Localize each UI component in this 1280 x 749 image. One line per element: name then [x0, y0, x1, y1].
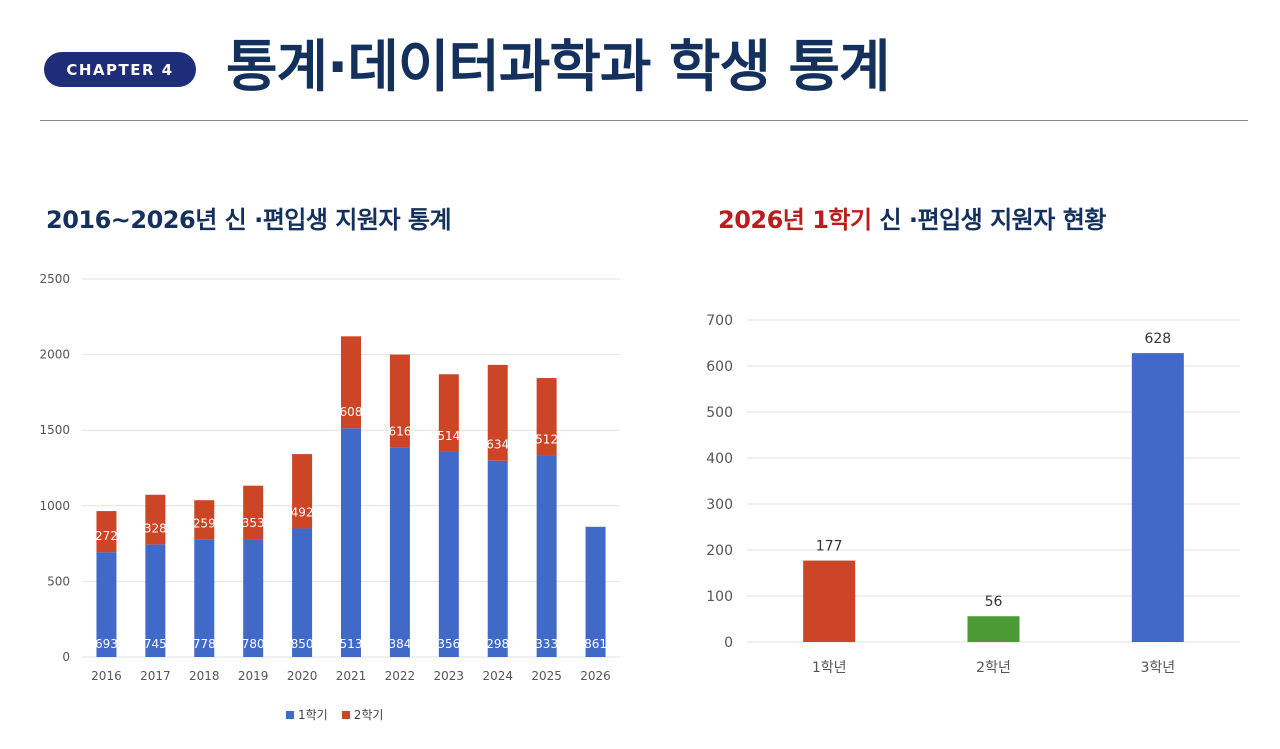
y-tick-label: 0 — [724, 635, 733, 651]
bar-first-semester — [341, 428, 361, 657]
data-label-second-semester: 353 — [242, 516, 265, 530]
data-label-first-semester: 384 — [388, 637, 411, 651]
header-divider — [40, 120, 1248, 121]
bar-grade — [803, 560, 856, 642]
legend-label-first-semester: 1학기 — [298, 708, 328, 722]
data-label-second-semester: 272 — [95, 529, 118, 543]
data-label-first-semester: 298 — [486, 637, 509, 651]
x-tick-label: 2025 — [531, 669, 562, 683]
y-tick-label: 300 — [706, 497, 733, 513]
x-tick-label: 2017 — [140, 669, 171, 683]
bar-second-semester — [292, 454, 313, 529]
x-tick-label: 3학년 — [1140, 660, 1175, 676]
data-label-first-semester: 778 — [193, 637, 216, 651]
y-tick-label: 100 — [706, 589, 733, 605]
data-label-second-semester: 492 — [291, 505, 314, 519]
legend-item-second-semester: 2학기 — [341, 706, 384, 723]
bar-first-semester — [243, 539, 264, 657]
bar-second-semester — [341, 336, 361, 429]
y-tick-label: 500 — [47, 574, 70, 588]
data-label-second-semester: 514 — [437, 429, 460, 443]
y-tick-label: 2500 — [39, 272, 70, 286]
bar-second-semester — [243, 485, 264, 540]
bar-first-semester — [292, 528, 313, 657]
bar-second-semester — [194, 500, 215, 540]
legend-swatch-first-semester — [286, 710, 294, 719]
bar-second-semester — [536, 378, 557, 456]
legend-swatch-second-semester — [341, 710, 350, 719]
data-label: 56 — [985, 594, 1003, 610]
chapter-badge: CHAPTER 4 — [44, 52, 196, 87]
y-tick-label: 700 — [706, 313, 733, 329]
x-tick-label: 2022 — [385, 669, 416, 683]
stacked-bar-chart: 0 500 1000 1500 2000 2500 272 693 2016 328 745 2017… — [39, 272, 620, 683]
data-label-first-semester: 850 — [291, 637, 314, 651]
legend-label-second-semester: 2학기 — [353, 708, 384, 722]
x-tick-label: 2021 — [336, 669, 367, 683]
y-tick-label: 500 — [706, 405, 733, 421]
x-tick-label: 2016 — [91, 669, 122, 683]
bar-grade — [967, 616, 1020, 642]
data-label-second-semester: 608 — [340, 405, 363, 419]
data-label-first-semester: 356 — [437, 637, 460, 651]
y-tick-label: 0 — [62, 650, 70, 664]
bar-second-semester — [389, 354, 410, 448]
right-chart-title: 2026년 1학기 신 ·편입생 지원자 현황 — [718, 200, 1106, 235]
data-label-first-semester: 861 — [584, 637, 607, 651]
grade-bar-chart: 0 100 200 300 400 500 600 700 177 1학년 56 2학년 628 3학년 — [706, 313, 1240, 676]
bar-first-semester — [389, 447, 410, 657]
y-tick-label: 1500 — [39, 423, 70, 437]
bar-second-semester — [438, 374, 459, 452]
bar-first-semester — [585, 526, 606, 657]
bar-first-semester — [145, 544, 166, 657]
data-label-second-semester: 328 — [144, 521, 167, 535]
chart-legend: 1학기 2학기 — [286, 706, 383, 723]
x-tick-label: 2018 — [189, 669, 220, 683]
data-label-first-semester: 333 — [535, 637, 558, 651]
data-label-first-semester: 745 — [144, 637, 167, 651]
x-tick-label: 2020 — [287, 669, 318, 683]
data-label: 628 — [1144, 331, 1171, 347]
data-label-second-semester: 512 — [535, 432, 558, 446]
bar-first-semester — [96, 552, 117, 657]
data-label-second-semester: 634 — [486, 438, 509, 452]
x-tick-label: 2학년 — [976, 660, 1011, 676]
bar-second-semester — [96, 511, 117, 553]
bar-first-semester — [194, 539, 215, 657]
data-label-first-semester: 513 — [340, 637, 363, 651]
bar-first-semester — [487, 460, 508, 657]
y-tick-label: 2000 — [39, 348, 70, 362]
bar-second-semester — [145, 494, 166, 545]
data-label-first-semester: 693 — [95, 637, 118, 651]
data-label-second-semester: 259 — [193, 516, 216, 530]
page-title: 통계·데이터과학과 학생 통계 — [226, 35, 891, 100]
y-tick-label: 600 — [706, 359, 733, 375]
x-tick-label: 2024 — [482, 669, 513, 683]
right-chart-title-rest: 신 ·편입생 지원자 현황 — [871, 206, 1106, 234]
bar-grade — [1131, 353, 1184, 642]
bar-first-semester — [536, 455, 557, 657]
x-tick-label: 2023 — [434, 669, 465, 683]
data-label: 177 — [816, 539, 843, 555]
x-tick-label: 2019 — [238, 669, 269, 683]
y-tick-label: 1000 — [39, 499, 70, 513]
x-tick-label: 2026 — [580, 669, 611, 683]
x-tick-label: 1학년 — [812, 660, 847, 676]
bar-first-semester — [438, 451, 459, 657]
legend-item-first-semester: 1학기 — [286, 706, 328, 723]
data-label-first-semester: 780 — [242, 637, 265, 651]
y-tick-label: 400 — [706, 451, 733, 467]
right-chart-title-highlight: 2026년 1학기 — [718, 206, 872, 234]
y-tick-label: 200 — [706, 543, 733, 559]
data-label-second-semester: 616 — [388, 425, 411, 439]
bar-second-semester — [487, 364, 508, 461]
left-chart-title: 2016~2026년 신 ·편입생 지원자 통계 — [46, 206, 452, 234]
